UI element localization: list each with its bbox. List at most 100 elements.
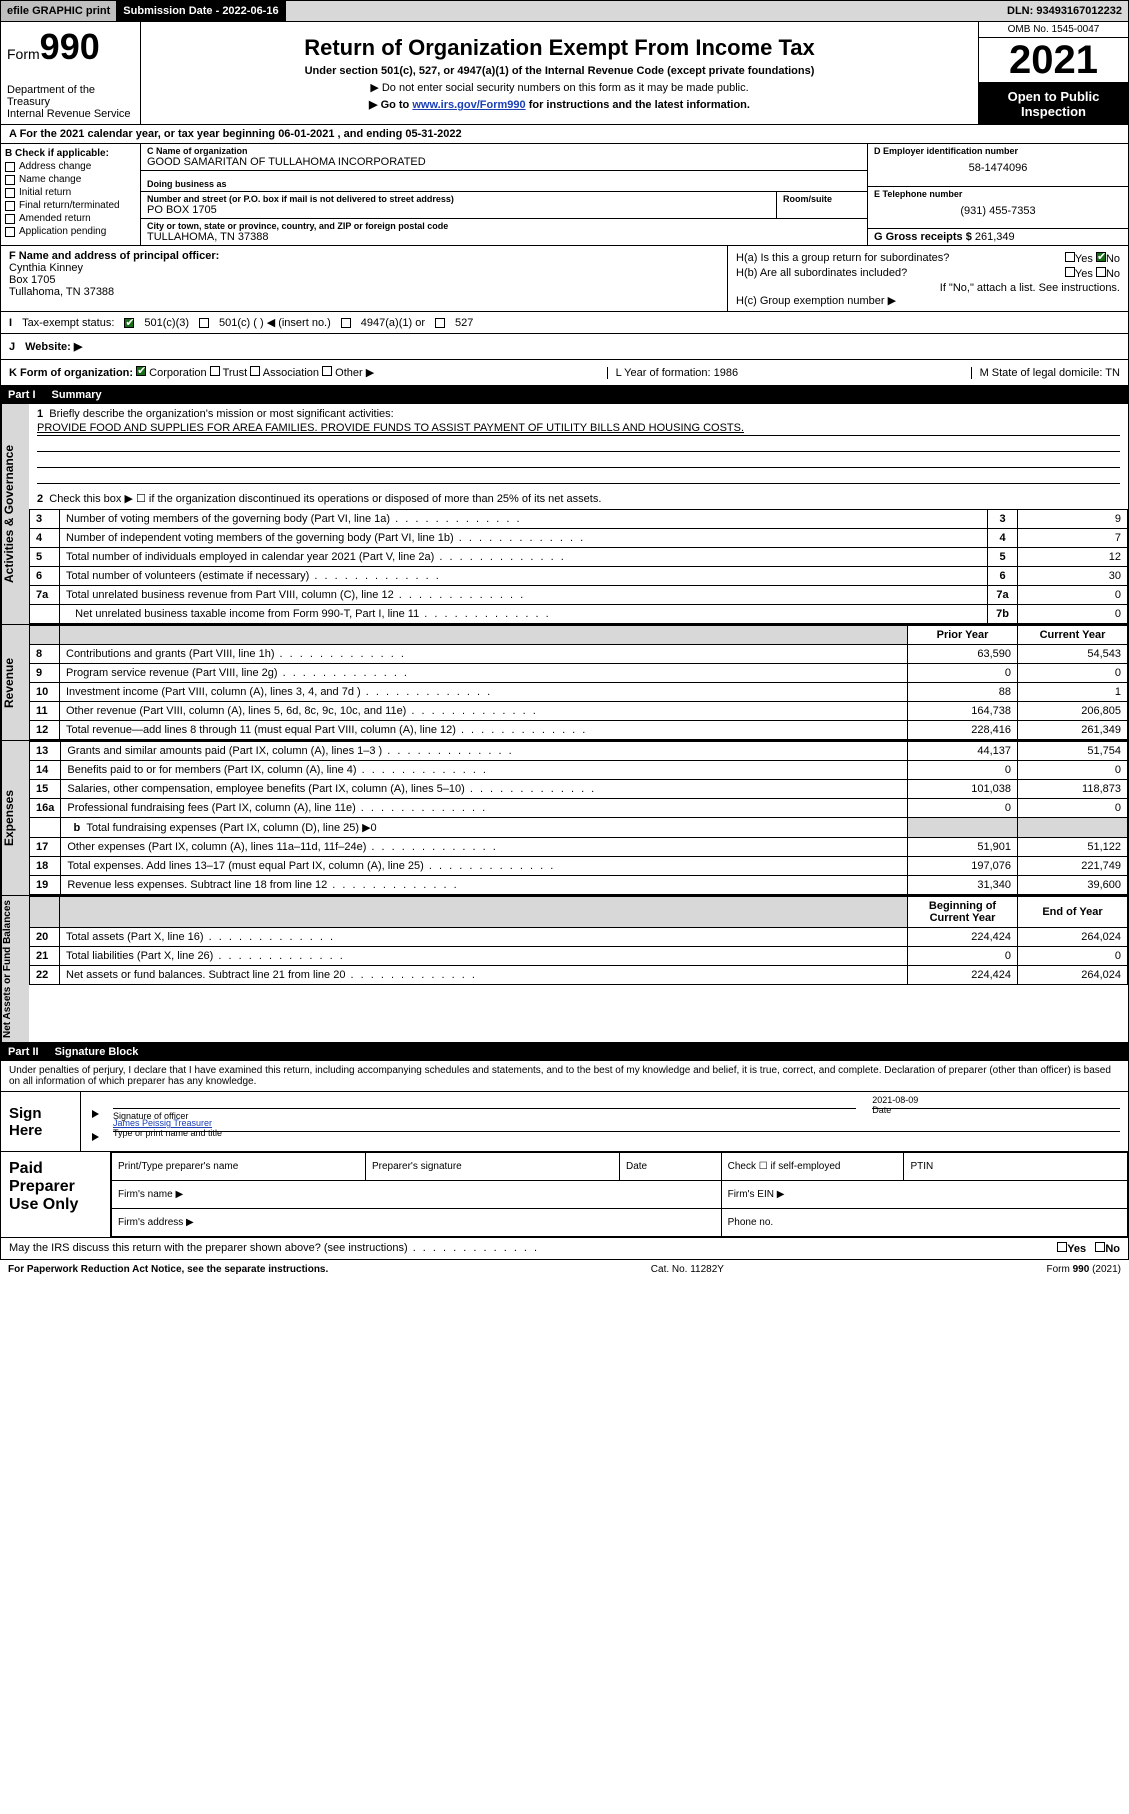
cb-other[interactable]	[322, 366, 332, 376]
row-j-website: J Website: ▶	[0, 334, 1129, 360]
cb-trust[interactable]	[210, 366, 220, 376]
irs-discuss-row: May the IRS discuss this return with the…	[0, 1238, 1129, 1260]
f-label: F Name and address of principal officer:	[9, 250, 219, 262]
table-row: 21 Total liabilities (Part X, line 26) 0…	[30, 947, 1128, 966]
firm-addr: Firm's address ▶	[112, 1209, 722, 1237]
org-name: GOOD SAMARITAN OF TULLAHOMA INCORPORATED	[147, 156, 861, 168]
form-footer: Form 990 (2021)	[1047, 1264, 1121, 1275]
table-row: 4 Number of independent voting members o…	[30, 529, 1128, 548]
table-row: 18 Total expenses. Add lines 13–17 (must…	[30, 857, 1128, 876]
cb-name-change[interactable]	[5, 175, 15, 185]
h-a-label: H(a) Is this a group return for subordin…	[736, 252, 949, 265]
net-assets-table: Beginning of Current YearEnd of Year20 T…	[29, 896, 1128, 985]
revenue-table: Prior YearCurrent Year8 Contributions an…	[29, 625, 1128, 740]
signature-block: Under penalties of perjury, I declare th…	[0, 1061, 1129, 1238]
paid-preparer-label: Paid Preparer Use Only	[1, 1152, 111, 1237]
tax-year: 2021	[979, 38, 1128, 83]
row-f-h: F Name and address of principal officer:…	[0, 246, 1129, 312]
officer-addr2: Tullahoma, TN 37388	[9, 286, 719, 298]
table-row: 13 Grants and similar amounts paid (Part…	[30, 742, 1128, 761]
typed-name-link[interactable]: James Peissig Treasurer	[113, 1118, 212, 1128]
cb-amended[interactable]	[5, 214, 15, 224]
cb-final-return[interactable]	[5, 201, 15, 211]
side-revenue: Revenue	[1, 625, 29, 740]
cb-discuss-yes[interactable]	[1057, 1242, 1067, 1252]
cb-ha-yes[interactable]	[1065, 252, 1075, 262]
tel-value: (931) 455-7353	[874, 205, 1122, 217]
h-b-label: H(b) Are all subordinates included?	[736, 267, 907, 280]
section-expenses: Expenses 13 Grants and similar amounts p…	[0, 741, 1129, 896]
gross-label: G Gross receipts $	[874, 231, 972, 243]
table-row: 10 Investment income (Part VIII, column …	[30, 683, 1128, 702]
cb-ha-no[interactable]	[1096, 252, 1106, 262]
typed-name-line: James Peissig Treasurer Type or print na…	[113, 1131, 1120, 1143]
officer-name: Cynthia Kinney	[9, 262, 719, 274]
cb-assoc[interactable]	[250, 366, 260, 376]
section-net-assets: Net Assets or Fund Balances Beginning of…	[0, 896, 1129, 1043]
cb-hb-yes[interactable]	[1065, 267, 1075, 277]
part-i-header: Part I Summary	[0, 386, 1129, 404]
cb-initial-return[interactable]	[5, 188, 15, 198]
mission-text: PROVIDE FOOD AND SUPPLIES FOR AREA FAMIL…	[37, 422, 1120, 436]
submission-date: Submission Date - 2022-06-16	[117, 1, 285, 21]
side-expenses: Expenses	[1, 741, 29, 895]
table-row: 9 Program service revenue (Part VIII, li…	[30, 664, 1128, 683]
room-label: Room/suite	[783, 194, 861, 204]
table-row: 8 Contributions and grants (Part VIII, l…	[30, 645, 1128, 664]
irs-link[interactable]: www.irs.gov/Form990	[412, 99, 525, 111]
table-row: 11 Other revenue (Part VIII, column (A),…	[30, 702, 1128, 721]
cb-501c[interactable]	[199, 318, 209, 328]
org-address: PO BOX 1705	[147, 204, 770, 216]
subtitle-section: Under section 501(c), 527, or 4947(a)(1)…	[305, 65, 815, 77]
cb-address-change[interactable]	[5, 162, 15, 172]
paid-print-name: Print/Type preparer's name	[112, 1153, 366, 1181]
line-a-period: A For the 2021 calendar year, or tax yea…	[0, 125, 1129, 144]
sig-arrow-icon	[92, 1110, 99, 1118]
table-row: 15 Salaries, other compensation, employe…	[30, 780, 1128, 799]
efile-print-button[interactable]: efile GRAPHIC print	[1, 1, 117, 21]
omb-number: OMB No. 1545-0047	[979, 22, 1128, 38]
firm-phone: Phone no.	[721, 1209, 1127, 1237]
gross-value: 261,349	[975, 231, 1015, 243]
sign-here-label: Sign Here	[1, 1092, 81, 1151]
table-row: 7a Total unrelated business revenue from…	[30, 586, 1128, 605]
section-revenue: Revenue Prior YearCurrent Year8 Contribu…	[0, 625, 1129, 741]
l-year: L Year of formation: 1986	[607, 367, 739, 379]
paperwork-notice: For Paperwork Reduction Act Notice, see …	[8, 1264, 328, 1275]
sig-arrow-icon-2	[92, 1133, 99, 1141]
k-label: K Form of organization:	[9, 367, 133, 379]
officer-addr1: Box 1705	[9, 274, 719, 286]
table-row: 14 Benefits paid to or for members (Part…	[30, 761, 1128, 780]
penalty-text: Under penalties of perjury, I declare th…	[1, 1061, 1128, 1092]
ein-value: 58-1474096	[874, 162, 1122, 174]
col-de: D Employer identification number 58-1474…	[868, 144, 1128, 245]
col-c-name-addr: C Name of organization GOOD SAMARITAN OF…	[141, 144, 868, 245]
table-row: 20 Total assets (Part X, line 16) 224,42…	[30, 928, 1128, 947]
tel-label: E Telephone number	[874, 189, 1122, 199]
addr-label: Number and street (or P.O. box if mail i…	[147, 194, 770, 204]
cb-4947[interactable]	[341, 318, 351, 328]
org-info-block: B Check if applicable: Address change Na…	[0, 144, 1129, 246]
table-row: 5 Total number of individuals employed i…	[30, 548, 1128, 567]
side-governance: Activities & Governance	[1, 404, 29, 624]
table-row: b Total fundraising expenses (Part IX, c…	[30, 818, 1128, 838]
table-row: 6 Total number of volunteers (estimate i…	[30, 567, 1128, 586]
cb-discuss-no[interactable]	[1095, 1242, 1105, 1252]
firm-ein: Firm's EIN ▶	[721, 1181, 1127, 1209]
cb-501c3[interactable]	[124, 318, 134, 328]
open-public-badge: Open to Public Inspection	[979, 83, 1128, 124]
section-governance: Activities & Governance 1 Briefly descri…	[0, 404, 1129, 625]
q2-label: Check this box ▶ ☐ if the organization d…	[49, 493, 601, 505]
cb-hb-no[interactable]	[1096, 267, 1106, 277]
form-number: Form990	[7, 26, 134, 68]
form-header: Form990 Department of the Treasury Inter…	[0, 22, 1129, 125]
cb-527[interactable]	[435, 318, 445, 328]
paid-check-self: Check ☐ if self-employed	[721, 1153, 904, 1181]
col-b-checkboxes: B Check if applicable: Address change Na…	[1, 144, 141, 245]
table-row: 3 Number of voting members of the govern…	[30, 510, 1128, 529]
return-title: Return of Organization Exempt From Incom…	[304, 35, 815, 61]
paid-sig: Preparer's signature	[366, 1153, 620, 1181]
tax-exempt-label: Tax-exempt status:	[22, 317, 114, 329]
cb-corp[interactable]	[136, 366, 146, 376]
cb-app-pending[interactable]	[5, 227, 15, 237]
